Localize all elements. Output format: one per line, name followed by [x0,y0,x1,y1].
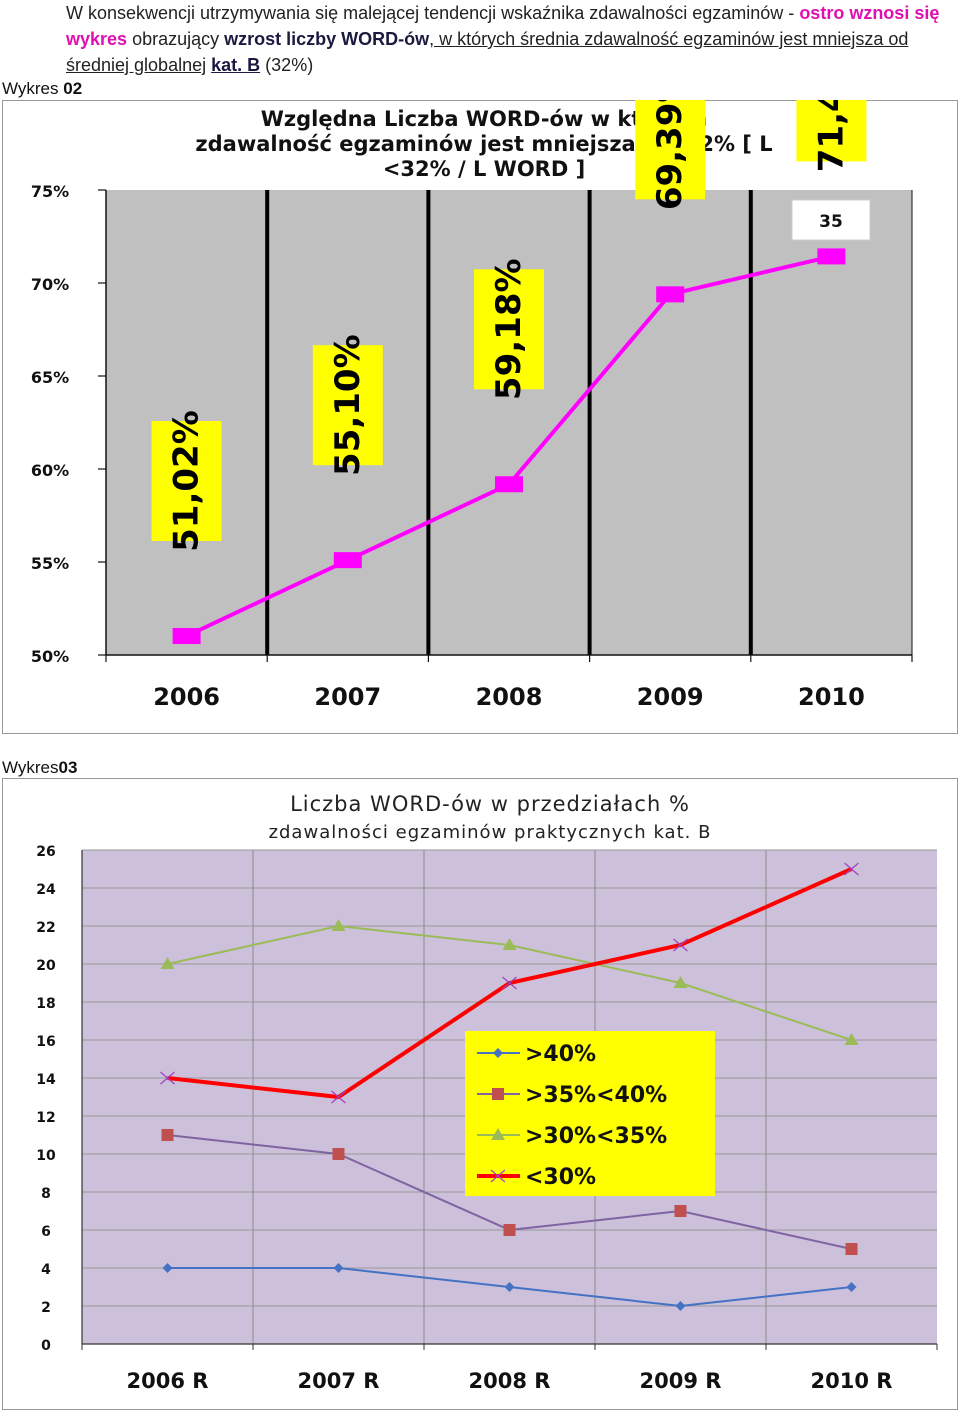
chart1-data-point [656,286,685,303]
chart2-title-line: zdawalności egzaminów praktycznych kat. … [269,822,712,843]
chart2-y-tick-label: 4 [41,1262,51,1278]
chart1-data-label: 51,02% [167,410,207,552]
intro-underlined: , w których średnia zdawalność egzaminów… [66,29,909,75]
chart1-data-label: 59,18% [489,258,529,400]
chart2-y-tick-label: 20 [36,958,56,974]
chart2-data-point [846,1282,857,1292]
chart2-legend-marker [491,1128,505,1140]
chart1-y-tick-label: 55% [31,554,69,573]
chart1-data-label: 69,39% [650,100,690,210]
chart2-caption: Wykres03 [2,758,77,778]
chart1-annotation: 35 [819,212,843,232]
chart1-annotation-box [791,199,871,241]
chart2-data-point [332,1148,345,1160]
intro-text-1: W konsekwencji utrzymywania się malejące… [66,3,795,23]
chart2-data-point [161,1129,174,1141]
chart2-y-tick-label: 14 [36,1072,56,1088]
chart2-y-tick-label: 16 [36,1034,55,1050]
intro-highlight: ostro wznosi się wykres [66,3,940,49]
chart-word-count-ranges: Liczba WORD-ów w przedziałach % zdawalnoś… [2,778,958,1410]
chart2-caption-prefix: Wykres [2,758,59,777]
chart1-title-line: Względna Liczba WORD-ów w których [261,107,708,131]
chart1-data-point [495,476,523,493]
chart-relative-word-count: Względna Liczba WORD-ów w którychzdawaln… [2,100,958,734]
chart2-x-label: 2010 R [811,1369,893,1393]
chart2-data-point [844,1033,859,1045]
chart2-x-label: 2007 R [298,1369,380,1393]
chart2-y-tick-label: 26 [36,844,55,860]
chart2-x-label: 2009 R [640,1369,722,1393]
chart1-data-label: 71,43% [811,100,851,172]
chart2-caption-number: 03 [58,758,78,777]
chart2-legend-marker [493,1048,503,1058]
chart2-data-point [502,976,517,990]
chart2-legend-label: <30% [525,1165,596,1190]
chart1-title-line: <32% / L WORD ] [383,157,585,181]
chart2-y-tick-label: 2 [41,1300,51,1316]
chart2-data-point [503,1224,516,1236]
chart1-x-label: 2007 [314,683,381,711]
intro-bold: wzrost liczby WORD-ów [224,29,430,49]
intro-paragraph: W konsekwencji utrzymywania się malejące… [2,0,958,78]
chart2-legend-marker [492,1088,504,1100]
chart1-y-tick-label: 50% [31,647,69,666]
chart1-x-label: 2010 [798,683,865,711]
chart2-legend-label: >35%<40% [525,1083,667,1108]
chart2-y-tick-label: 18 [36,996,55,1012]
chart1-y-tick-label: 65% [31,368,69,387]
chart2-y-tick-label: 0 [41,1338,51,1354]
chart1-data-label: 55,10% [328,334,368,476]
chart2-legend-marker [490,1169,506,1183]
chart2-legend-box [465,1031,715,1196]
chart1-x-label: 2006 [153,683,220,711]
chart1-y-tick-label: 75% [31,182,69,201]
chart2-x-label: 2008 R [469,1369,551,1393]
chart2-data-point [675,1301,686,1311]
chart2-y-tick-label: 12 [36,1110,55,1126]
chart1-data-label-box [796,100,867,162]
chart2-data-point [673,976,688,988]
chart2-data-point [333,1263,344,1273]
chart2-data-point [845,1243,858,1255]
chart2-data-point [331,1090,346,1104]
chart1-y-tick-label: 60% [31,461,69,480]
intro-text-2: obrazujący [132,29,220,49]
chart2-title-line: Liczba WORD-ów w przedziałach % [290,792,690,816]
chart2-legend-label: >40% [525,1042,596,1067]
chart1-data-point [172,628,201,645]
chart1-caption-prefix: Wykres [2,79,64,98]
chart2-data-point [674,1205,687,1217]
chart2-data-point [160,957,175,969]
chart2-y-tick-label: 6 [41,1224,51,1240]
chart1-data-point [333,552,362,569]
chart2-data-point [162,1263,173,1273]
chart2-data-point [504,1282,515,1292]
chart1-caption-number: 02 [63,79,83,98]
chart1-x-label: 2008 [476,683,543,711]
chart1-caption: Wykres 02 [2,79,82,99]
chart2-y-tick-label: 10 [36,1148,56,1164]
chart2-data-point [673,938,688,952]
chart2-data-point [844,862,859,876]
chart2-y-tick-label: 22 [36,920,55,936]
chart2-data-point [502,938,517,950]
chart2-y-tick-label: 8 [41,1186,51,1202]
chart2-data-point [331,919,346,931]
chart1-data-point [817,248,846,265]
intro-category: kat. B [211,55,261,75]
intro-percent: (32%) [265,55,314,75]
chart1-y-tick-label: 70% [31,275,69,294]
chart1-data-label-box [474,269,544,390]
chart1-data-label-box [635,100,706,200]
chart1-x-label: 2009 [637,683,704,711]
chart2-data-point [160,1071,175,1085]
chart2-legend-label: >30%<35% [525,1124,667,1149]
chart2-y-tick-label: 24 [36,882,56,898]
chart1-data-label-box [312,345,383,466]
chart2-x-label: 2006 R [127,1369,209,1393]
chart1-data-label-box [151,421,222,542]
